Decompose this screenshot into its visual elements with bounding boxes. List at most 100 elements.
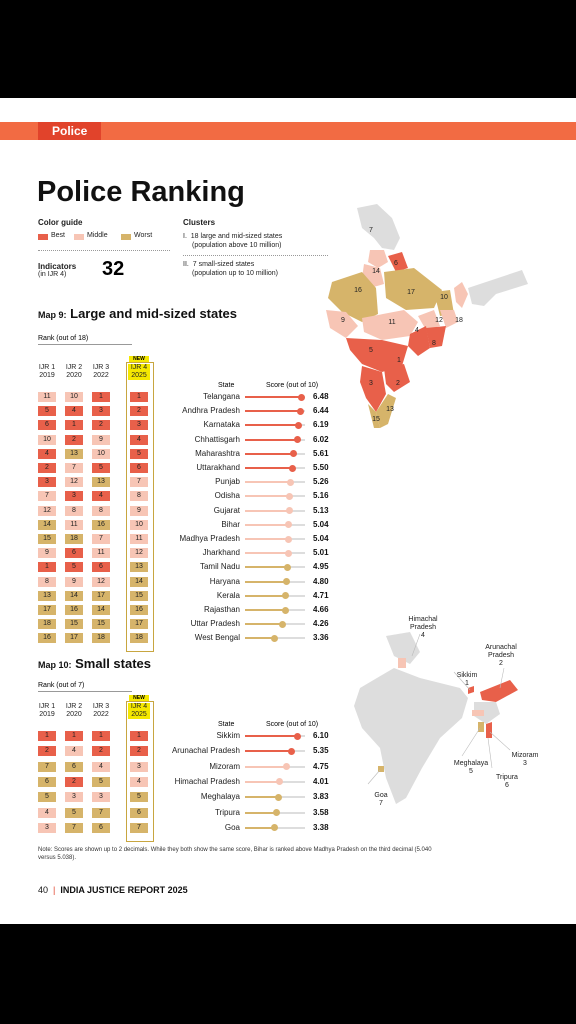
map10-score-dot: [270, 824, 278, 832]
page-title: Police Ranking: [37, 176, 245, 208]
map10-rank-cell: 4: [130, 776, 148, 787]
map9-rank-label: 14: [372, 268, 380, 275]
map10-title: Map 10: Small states: [38, 656, 151, 671]
map9-rank-cell: 15: [38, 534, 56, 544]
map9-score-dot: [289, 464, 297, 472]
map9-col-header-l1: IJR 3: [92, 364, 110, 371]
cluster-1-sub: (population above 10 million): [192, 242, 282, 249]
map9-score-header: Score (out of 10): [266, 382, 319, 389]
map10-score-bar: [245, 796, 278, 799]
map9-rank-cell: 11: [65, 519, 83, 530]
map9-state-name: Telangana: [203, 392, 240, 401]
footer-title: INDIA JUSTICE REPORT 2025: [60, 885, 188, 895]
map9-state-name: Madhya Pradesh: [179, 534, 240, 543]
map10-rank-cell: 1: [38, 731, 56, 741]
map9-score-bar: [245, 424, 299, 427]
map9-rank-cell: 15: [92, 619, 110, 630]
map9-rank-cell: 6: [130, 463, 148, 473]
map10-col-header: IJR 3 2022: [90, 703, 112, 719]
map9-state-name: Kerala: [216, 590, 240, 600]
map9-rank-cell: 7: [38, 491, 56, 502]
map9-score-bar: [245, 438, 297, 441]
map10-state-name: Meghalaya: [200, 792, 240, 802]
map10-state-label: Himachal Pradesh 4: [398, 616, 448, 640]
clusters-label: Clusters: [183, 218, 216, 227]
map10-score-value: 4.75: [313, 761, 329, 771]
map9-rank-cell: 3: [65, 491, 83, 502]
map9-rank-label: 10: [440, 294, 448, 301]
map10-state-name: Sikkim: [216, 731, 240, 740]
map9-rank-cell: 2: [38, 463, 56, 473]
map10-prefix: Map 10:: [38, 660, 72, 670]
map9-rank-cell: 4: [38, 448, 56, 459]
map9-rank-label: 15: [372, 416, 380, 423]
map9-state-header: State: [218, 382, 235, 389]
map9-rank-cell: 9: [65, 576, 83, 587]
map10-rank-cell: 2: [92, 746, 110, 757]
map10-state-label: Goa 7: [356, 792, 406, 808]
map10-col-header-l2: 2020: [66, 711, 82, 718]
map9-col-header-l1: IJR 4: [130, 364, 148, 371]
section-band: Police: [0, 122, 576, 140]
map9-rank-cell: 16: [130, 605, 148, 615]
map10-title-text: Small states: [75, 656, 152, 671]
map10-ijr4-box: [126, 701, 154, 843]
map9-rank-cell: 18: [38, 619, 56, 630]
map10-state-name: Himachal Pradesh: [174, 776, 240, 786]
map9-state-name: Odisha: [214, 491, 240, 501]
map10-rank-cell: 6: [92, 822, 110, 833]
map9-col-header: IJR 3 2022: [90, 364, 112, 380]
map9-state-name: Gujarat: [213, 505, 240, 515]
map9-rank-cell: 10: [130, 519, 148, 530]
map9-score-value: 5.61: [313, 448, 329, 458]
divider: [38, 691, 132, 692]
map10-state-label: Arunachal Pradesh 2: [476, 644, 526, 668]
map9-score-bar: [245, 566, 288, 569]
map10-score-bar: [245, 811, 276, 814]
map10-rank-cell: 7: [92, 807, 110, 818]
india-map-small-states: [354, 632, 518, 804]
map9-state-name: Rajasthan: [203, 605, 240, 614]
map9-state-name: Tamil Nadu: [199, 562, 240, 572]
map10-col-header: IJR 4 2025: [128, 703, 150, 719]
cluster-2-num: II.: [183, 261, 189, 268]
map9-score-bar: [245, 538, 289, 540]
map9-score-bar: [245, 552, 288, 555]
map9-score-dot: [297, 407, 305, 415]
map9-score-bar: [245, 509, 289, 512]
map9-score-value: 4.26: [313, 619, 329, 629]
guide-label-best: Best: [51, 232, 66, 239]
map9-rank-cell: 18: [92, 633, 110, 644]
map9-score-value: 6.44: [313, 406, 329, 416]
map9-title-text: Large and mid-sized states: [70, 306, 238, 321]
map9-score-dot: [287, 478, 295, 486]
map9-score-value: 4.95: [313, 562, 329, 572]
map9-score-dot: [284, 549, 292, 557]
map9-rank-cell: 4: [65, 406, 83, 417]
map9-rank-cell: 5: [130, 448, 148, 459]
map9-col-header-l2: 2019: [39, 372, 55, 379]
map9-state-name: Maharashtra: [195, 448, 240, 458]
map9-score-dot: [285, 535, 293, 543]
map9-score-value: 5.13: [313, 505, 329, 515]
map9-rank-cell: 2: [130, 406, 148, 417]
divider: [38, 344, 132, 345]
map9-rank-cell: 6: [92, 562, 110, 573]
guide-label-middle: Middle: [87, 232, 108, 239]
map9-score-bar: [245, 623, 282, 626]
map10-state-label-rank: 5: [469, 768, 473, 775]
map9-score-dot: [278, 620, 286, 628]
map10-rank-cell: 6: [38, 776, 56, 787]
map10-score-bar: [245, 735, 298, 737]
map10-score-value: 5.35: [313, 746, 329, 756]
map9-score-bar: [245, 609, 285, 611]
map10-rank-cell: 3: [92, 792, 110, 803]
footnote: Note: Scores are shown up to 2 decimals.…: [38, 847, 432, 861]
map9-rank-cell: 9: [130, 505, 148, 516]
map9-score-value: 6.48: [313, 392, 329, 401]
map9-col-header-l2: 2022: [93, 372, 109, 379]
map10-score-header: Score (out of 10): [266, 721, 319, 728]
page-number: 40: [38, 885, 49, 895]
map9-rank-cell: 8: [38, 576, 56, 587]
map10-rank-cell: 4: [92, 761, 110, 772]
